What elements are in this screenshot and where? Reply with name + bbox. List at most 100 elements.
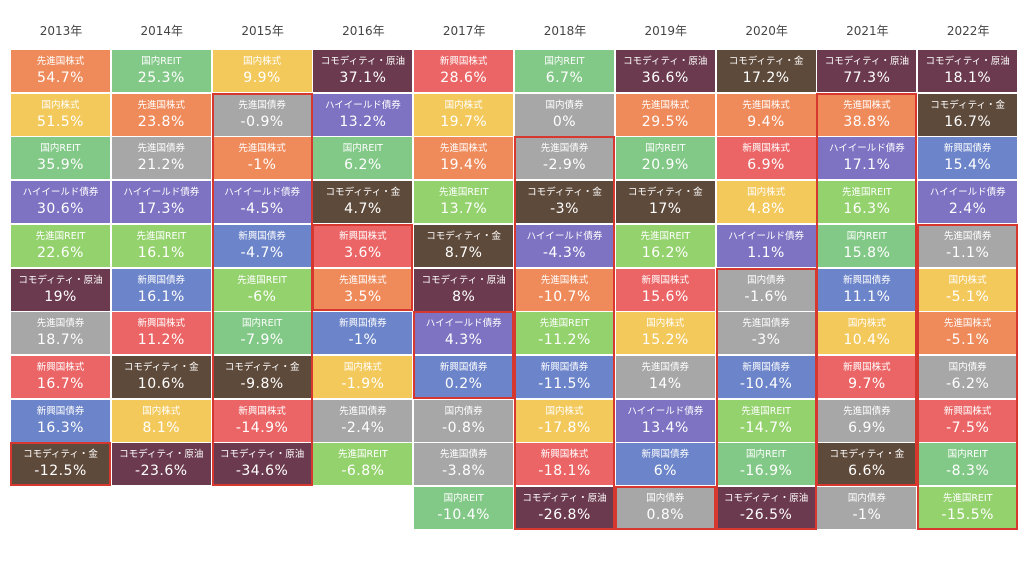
- return-value: -0.9%: [240, 113, 284, 130]
- return-cell: 国内REIT -7.9%: [212, 312, 312, 355]
- return-cell: 国内債券 -6.2%: [918, 355, 1018, 398]
- return-value: 10.4%: [843, 332, 891, 349]
- return-cell: 先進国債券 21.2%: [111, 137, 211, 180]
- return-cell: コモディティ・金 10.6%: [111, 355, 211, 398]
- asset-class-label: 先進国株式: [339, 274, 387, 286]
- asset-class-label: 先進国債券: [742, 318, 790, 330]
- asset-class-label: 新興国債券: [943, 143, 992, 155]
- return-cell: コモディティ・原油 -26.5%: [716, 487, 816, 529]
- asset-class-label: コモディティ・金: [426, 230, 502, 242]
- return-value: 8.1%: [142, 419, 181, 436]
- asset-class-label: 先進国債券: [439, 449, 488, 461]
- return-cell: 新興国株式 11.2%: [111, 312, 211, 355]
- return-cell: 先進国REIT 16.1%: [111, 224, 211, 267]
- asset-class-label: コモディティ・原油: [723, 493, 809, 504]
- asset-class-label: 先進国REIT: [842, 187, 892, 199]
- return-cell: 先進国株式 38.8%: [817, 93, 917, 136]
- return-value: 9.4%: [747, 113, 785, 130]
- return-cell: 先進国株式 -5.1%: [918, 312, 1018, 355]
- asset-class-label: 国内REIT: [846, 230, 887, 242]
- return-value: -6%: [247, 288, 277, 305]
- asset-class-label: 国内株式: [41, 99, 80, 111]
- year-header: 2021年: [846, 24, 889, 38]
- return-value: 4.7%: [344, 201, 382, 218]
- return-value: -10.7%: [538, 288, 591, 305]
- asset-class-label: 国内債券: [444, 405, 483, 417]
- asset-class-label: 国内株式: [444, 99, 483, 111]
- return-value: -10.4%: [437, 507, 490, 523]
- return-cell: ハイイールド債券 13.4%: [615, 399, 715, 442]
- return-value: -15.5%: [941, 507, 994, 523]
- asset-class-label: 国内債券: [747, 274, 786, 286]
- asset-class-label: コモディティ・金: [23, 449, 98, 461]
- return-cell: 先進国債券 -2.9%: [515, 137, 614, 180]
- return-cell: 新興国債券 15.4%: [918, 137, 1018, 180]
- return-value: 4.3%: [444, 332, 483, 349]
- asset-class-label: 先進国REIT: [237, 274, 287, 286]
- return-cell: 国内株式 9.9%: [212, 50, 312, 92]
- asset-class-label: 先進国株式: [439, 143, 488, 155]
- return-value: 8.7%: [444, 244, 483, 261]
- asset-class-label: 新興国債券: [843, 274, 891, 286]
- asset-class-label: 新興国債券: [641, 449, 690, 461]
- return-cell: ハイイールド債券 13.2%: [313, 93, 413, 136]
- return-cell: 国内REIT 6.2%: [313, 137, 413, 180]
- return-cell: 国内株式 15.2%: [615, 312, 715, 355]
- return-cell: 国内REIT -8.3%: [918, 443, 1018, 486]
- return-value: 1.1%: [747, 244, 785, 261]
- asset-class-label: 新興国株式: [742, 143, 790, 155]
- return-value: 16.7%: [944, 113, 992, 130]
- return-value: -2.4%: [341, 419, 385, 436]
- return-value: 2.4%: [948, 201, 987, 218]
- asset-class-label: コモディティ・原油: [421, 274, 506, 286]
- return-cell: ハイイールド債券 -4.5%: [212, 181, 312, 224]
- return-value: -12.5%: [34, 463, 87, 480]
- return-value: -9.8%: [240, 375, 284, 392]
- asset-class-label: コモディティ・原油: [824, 56, 910, 67]
- return-value: -10.4%: [739, 375, 793, 392]
- return-cell: 国内債券 0.8%: [615, 487, 715, 529]
- return-cell: 新興国株式 -7.5%: [918, 399, 1018, 442]
- return-value: -4.5%: [240, 201, 284, 218]
- asset-class-label: コモディティ・金: [224, 361, 300, 373]
- return-value: 11.2%: [137, 332, 185, 349]
- asset-class-label: 先進国REIT: [438, 187, 489, 199]
- return-cell: 先進国株式 54.7%: [11, 50, 110, 92]
- return-value: 13.2%: [339, 113, 387, 130]
- return-cell: コモディティ・原油 8%: [414, 268, 514, 311]
- return-cell: 国内REIT -10.4%: [414, 487, 514, 529]
- asset-class-label: 新興国株式: [137, 318, 186, 330]
- asset-class-label: 国内REIT: [947, 449, 988, 461]
- return-value: -8.3%: [946, 463, 990, 480]
- return-cell: 先進国債券 -0.9%: [212, 93, 312, 136]
- asset-class-label: 先進国債券: [339, 405, 387, 417]
- return-value: -3%: [751, 332, 781, 349]
- asset-class-label: 新興国債券: [137, 274, 186, 286]
- return-value: 28.6%: [440, 70, 488, 86]
- asset-class-label: 新興国株式: [439, 56, 488, 67]
- return-value: 35.9%: [37, 157, 84, 174]
- return-cell: 国内株式 -5.1%: [918, 268, 1018, 311]
- asset-class-label: 国内REIT: [645, 143, 686, 155]
- return-value: 17.1%: [843, 157, 891, 174]
- return-cell: コモディティ・原油 19%: [11, 268, 110, 311]
- return-cell: 先進国債券 14%: [615, 355, 715, 398]
- return-value: 13.7%: [440, 201, 488, 218]
- return-cell: 国内債券 -1.6%: [716, 268, 816, 311]
- return-value: 3.6%: [344, 244, 382, 261]
- return-value: 6%: [653, 463, 677, 480]
- return-value: 10.6%: [137, 375, 185, 392]
- return-cell: 新興国株式 15.6%: [615, 268, 715, 311]
- return-cell: 先進国株式 29.5%: [615, 93, 715, 136]
- asset-class-label: 国内株式: [243, 56, 282, 67]
- return-cell: 国内株式 19.7%: [414, 93, 514, 136]
- asset-class-label: 国内REIT: [141, 56, 182, 67]
- return-cell: コモディティ・金 -9.8%: [212, 355, 312, 398]
- asset-class-label: コモディティ・原油: [320, 56, 406, 67]
- asset-class-label: 先進国株式: [641, 99, 690, 111]
- return-cell: 国内株式 -1.9%: [313, 355, 413, 398]
- asset-class-label: 先進国REIT: [741, 405, 791, 417]
- asset-class-label: 新興国債券: [36, 405, 85, 417]
- asset-class-label: 国内債券: [646, 493, 685, 504]
- asset-class-label: ハイイールド債券: [324, 99, 401, 111]
